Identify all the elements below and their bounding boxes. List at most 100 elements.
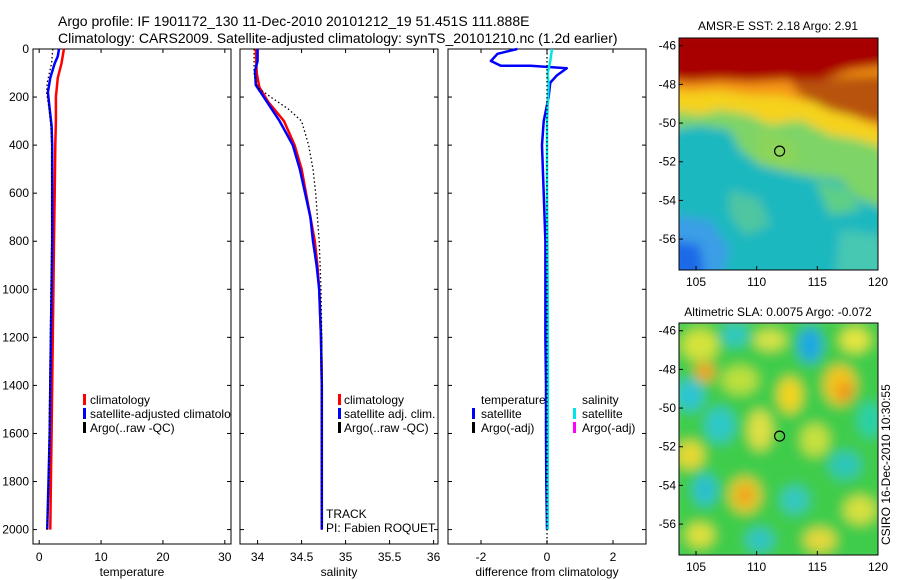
map-y-tick-label: -48	[659, 362, 677, 376]
sla-argo-location-marker	[773, 430, 786, 442]
salinity-series-group	[253, 48, 324, 530]
y-tick-label: 1800	[2, 475, 29, 489]
legend-label: satellite	[582, 407, 623, 421]
y-tick-label: 0	[22, 42, 29, 56]
map-x-tick-label: 120	[868, 560, 888, 574]
legend-swatch-argo	[338, 422, 341, 433]
legend-label: satellite adj. clim.	[344, 407, 435, 421]
difference-axes: -2 0 2	[448, 48, 646, 564]
series-line-argo-raw-qc-	[45, 48, 54, 530]
legend-swatch-sal-satellite	[573, 408, 576, 419]
y-tick-label: 2000	[2, 523, 29, 537]
sla-heatmap	[679, 323, 878, 555]
csiro-credit: CSIRO 16-Dec-2010 10:30:55	[879, 384, 893, 545]
figure-title-line2: Climatology: CARS2009. Satellite-adjuste…	[58, 30, 618, 46]
map-y-tick-label: -52	[659, 440, 677, 454]
x-tick-label: 2	[610, 550, 617, 564]
sst-map-title: AMSR-E SST: 2.18 Argo: 2.91	[698, 19, 858, 33]
map-x-tick-label: 105	[686, 560, 706, 574]
map-y-tick-label: -54	[659, 193, 677, 207]
series-line-salinity-satellite	[545, 48, 554, 530]
legend-swatch-sal-argo	[573, 422, 576, 433]
temperature-panel-frame	[32, 48, 232, 545]
x-tick-label: 20	[156, 550, 170, 564]
sla-map-title: Altimetric SLA: 0.0075 Argo: -0.072	[684, 305, 872, 319]
map-x-tick-label: 115	[808, 560, 827, 574]
x-tick-label: 36	[427, 550, 441, 564]
sla-map-frame	[678, 322, 879, 556]
y-tick-label: 1200	[2, 330, 29, 344]
x-tick-label: 0	[544, 550, 551, 564]
legend-label: Argo(..raw -QC)	[344, 421, 429, 435]
map-y-tick-label: -54	[659, 478, 677, 492]
legend-swatch-satellite	[338, 408, 341, 419]
x-tick-label: 10	[94, 550, 108, 564]
legend-swatch-temp-satellite	[472, 408, 475, 419]
y-tick-label: 800	[9, 234, 29, 248]
y-tick-label: 200	[9, 90, 29, 104]
legend-title-salinity: salinity	[582, 393, 619, 407]
legend-label: satellite	[481, 407, 522, 421]
salinity-axes: 34 34.5 35 35.5 36	[240, 48, 441, 564]
map-x-tick-label: 115	[808, 275, 827, 289]
salinity-legend: climatology satellite adj. clim. Argo(..…	[338, 393, 435, 435]
legend-title-temperature: temperature	[481, 393, 546, 407]
map-x-tick-label: 110	[747, 275, 766, 289]
sst-heatmap	[679, 38, 878, 270]
legend-swatch-temp-argo	[472, 422, 475, 433]
map-y-tick-label: -50	[659, 116, 677, 130]
map-y-tick-label: -46	[659, 324, 677, 338]
series-line-temperature-satellite	[489, 47, 569, 530]
difference-xlabel: difference from climatology	[475, 565, 618, 579]
legend-swatch-argo	[83, 422, 86, 433]
map-x-tick-label: 120	[868, 275, 888, 289]
y-tick-label: 1400	[2, 378, 29, 392]
map-y-tick-label: -56	[659, 517, 677, 531]
series-line-satellite-adj-clim-	[253, 49, 324, 530]
temperature-xlabel: temperature	[100, 565, 165, 579]
sst-map-ticks: 105 110 115 120 -46 -48 -50 -52 -54 -56	[659, 39, 889, 289]
map-y-tick-label: -50	[659, 401, 677, 415]
legend-label: Argo(..raw -QC)	[90, 421, 175, 435]
legend-swatch-climatology	[338, 394, 341, 405]
series-line-climatology	[254, 48, 324, 530]
temperature-axes: 0 10 20 30 0 200 400 600 800 1000 1200 1400 1600 1800…	[2, 42, 232, 564]
pi-annotation: PI: Fabien ROQUET	[326, 521, 436, 535]
salinity-xlabel: salinity	[321, 565, 358, 579]
sst-map-frame	[678, 37, 879, 271]
temperature-legend: climatology satellite-adjusted climatolo…	[83, 393, 231, 435]
map-y-tick-label: -56	[659, 232, 677, 246]
x-tick-label: 35	[339, 550, 353, 564]
legend-label: satellite-adjusted climatolo	[90, 407, 231, 421]
map-x-tick-label: 110	[747, 560, 766, 574]
y-tick-label: 600	[9, 186, 29, 200]
legend-clip-mask	[232, 400, 239, 422]
map-y-tick-label: -48	[659, 77, 677, 91]
difference-legend: temperature satellite Argo(-adj) salinit…	[472, 393, 635, 435]
temperature-series-group	[45, 48, 66, 530]
x-tick-label: -2	[476, 550, 487, 564]
sla-map-ticks: 105 110 115 120 -46 -48 -50 -52 -54 -56	[659, 324, 889, 574]
legend-label: Argo(-adj)	[481, 421, 534, 435]
legend-label: climatology	[90, 393, 150, 407]
x-tick-label: 34.5	[290, 550, 314, 564]
y-tick-label: 400	[9, 138, 29, 152]
legend-label: climatology	[344, 393, 404, 407]
series-line-argo-raw-qc-	[253, 49, 323, 530]
salinity-panel-frame	[239, 48, 439, 545]
legend-swatch-climatology	[83, 394, 86, 405]
y-tick-label: 1000	[2, 282, 29, 296]
map-x-tick-label: 105	[686, 275, 706, 289]
x-tick-label: 34	[251, 550, 265, 564]
series-line-climatology	[49, 48, 66, 530]
difference-series-group	[489, 47, 569, 544]
map-y-tick-label: -46	[659, 39, 677, 53]
track-annotation: TRACK	[326, 507, 367, 521]
x-tick-label: 35.5	[378, 550, 402, 564]
x-tick-label: 30	[218, 550, 232, 564]
figure-title-line1: Argo profile: IF 1901172_130 11-Dec-2010…	[58, 13, 529, 29]
legend-swatch-satellite	[83, 408, 86, 419]
map-y-tick-label: -52	[659, 155, 677, 169]
y-tick-label: 1600	[2, 426, 29, 440]
